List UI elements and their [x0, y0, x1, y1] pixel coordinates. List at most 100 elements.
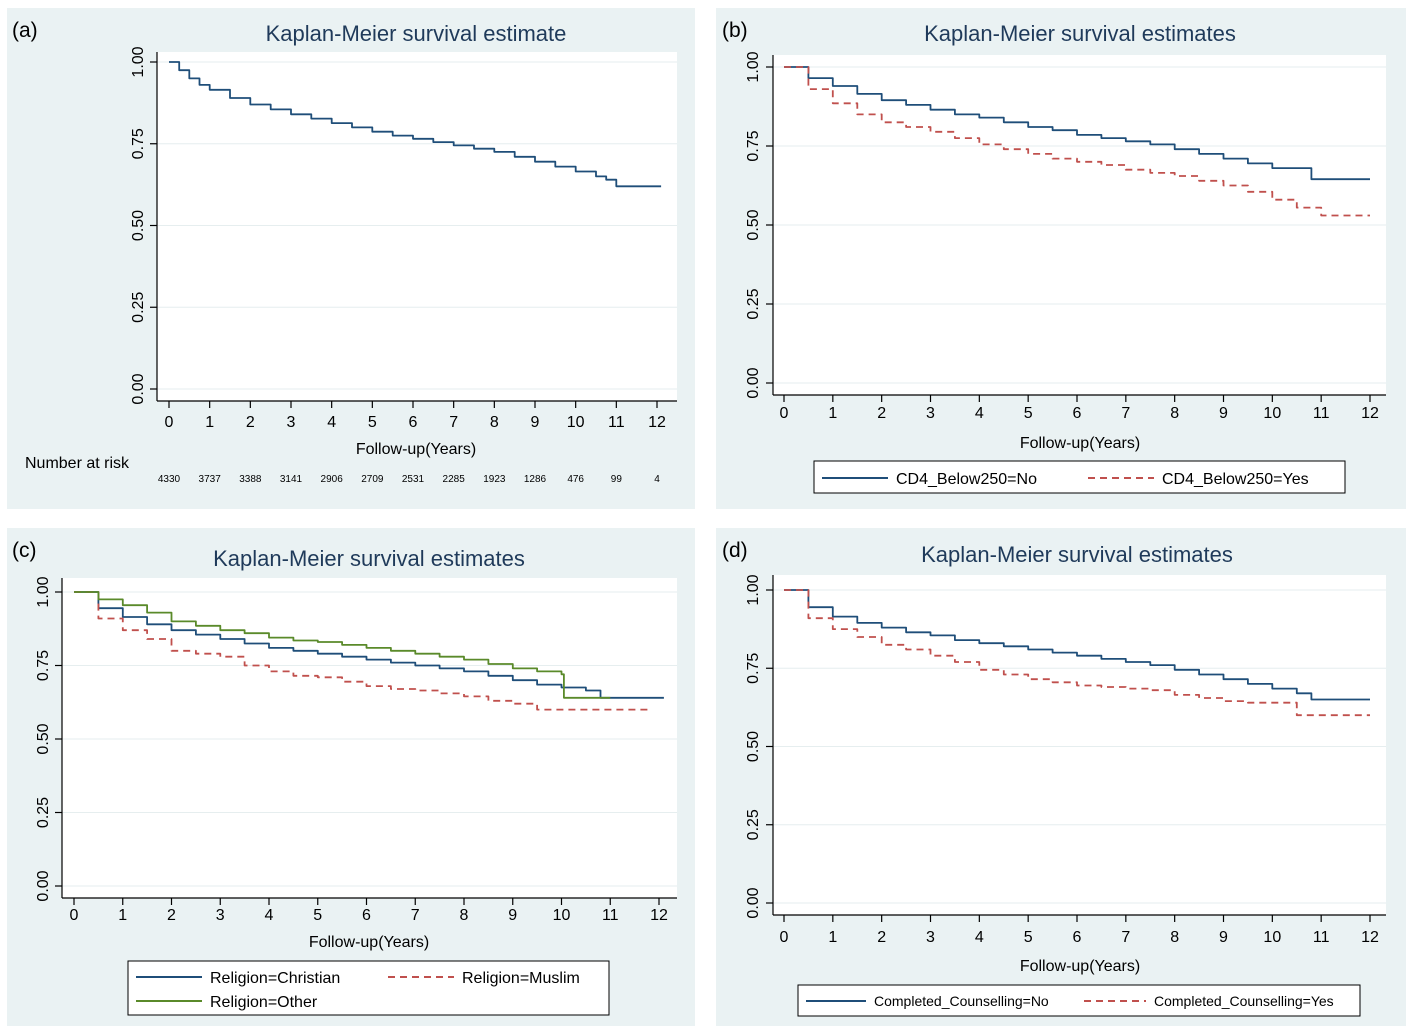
y-tick-label: 0.25: [35, 797, 52, 828]
y-ticks: 0.00 0.25 0.50 0.75 1.00: [130, 46, 158, 405]
risk-table-value: 2285: [443, 474, 466, 485]
risk-table-value: 2531: [402, 474, 425, 485]
y-tick-label: 0.50: [745, 209, 762, 240]
panel-d: (d) Kaplan-Meier survival estimates 0.00…: [716, 528, 1406, 1026]
legend-label-no: Completed_Counselling=No: [874, 993, 1049, 1009]
x-ticks: 0 1 2 3 4 5 6 7 8 9 10 11 12: [773, 394, 1386, 422]
x-tick-label: 12: [650, 907, 668, 924]
x-tick-label: 11: [602, 907, 619, 924]
x-tick-label: 8: [490, 414, 499, 431]
x-tick-label: 6: [409, 414, 418, 431]
risk-table-value: 1286: [524, 474, 547, 485]
risk-table-value: 4330: [158, 474, 181, 485]
risk-table-values: 4330 3737 3388 3141 2906 2709 2531 2285 1923 1286…: [158, 474, 660, 485]
chart-title: Kaplan-Meier survival estimates: [921, 542, 1233, 567]
legend: Religion=Christian Religion=Muslim Relig…: [127, 960, 610, 1016]
x-tick-label: 3: [926, 405, 935, 422]
legend-label-muslim: Religion=Muslim: [462, 970, 580, 987]
y-tick-label: 1.00: [35, 576, 52, 607]
legend: Completed_Counselling=No Completed_Couns…: [797, 984, 1361, 1017]
x-tick-label: 10: [567, 414, 585, 431]
x-tick-label: 6: [1073, 929, 1082, 946]
x-tick-label: 0: [70, 907, 79, 924]
risk-table-value: 4: [654, 474, 660, 485]
x-tick-label: 9: [1219, 405, 1228, 422]
x-tick-label: 8: [1170, 405, 1179, 422]
x-tick-label: 5: [313, 907, 322, 924]
x-tick-label: 3: [287, 414, 296, 431]
x-tick-label: 0: [165, 414, 174, 431]
risk-table-title: Number at risk: [25, 455, 130, 472]
x-ticks: 0 1 2 3 4 5 6 7 8 9 10 11 12: [773, 914, 1386, 946]
y-tick-label: 1.00: [745, 51, 762, 82]
chart-title: Kaplan-Meier survival estimates: [924, 21, 1236, 46]
x-tick-label: 1: [828, 929, 837, 946]
x-ticks: 0 1 2 3 4 5 6 7 8 9 10 11 12: [62, 897, 677, 924]
chart-title: Kaplan-Meier survival estimate: [266, 21, 567, 46]
x-tick-label: 11: [608, 414, 625, 431]
panel-letter: (c): [12, 539, 37, 562]
x-ticks: 0 1 2 3 4 5 6 7 8 9 10 11 12: [157, 400, 677, 431]
survival-curve-0: [169, 61, 662, 188]
y-tick-label: 1.00: [745, 574, 762, 605]
x-tick-label: 10: [553, 907, 571, 924]
y-tick-label: 0.75: [745, 653, 762, 684]
risk-table-value: 1923: [483, 474, 506, 485]
x-tick-label: 1: [205, 414, 214, 431]
legend-label-yes: CD4_Below250=Yes: [1162, 471, 1309, 488]
x-tick-label: 12: [1361, 405, 1379, 422]
x-tick-label: 4: [327, 414, 336, 431]
x-tick-label: 5: [1024, 929, 1033, 946]
x-tick-label: 2: [167, 907, 176, 924]
survival-curve-2: [74, 591, 611, 699]
legend-label-yes: Completed_Counselling=Yes: [1154, 993, 1334, 1009]
x-tick-label: 5: [1024, 405, 1033, 422]
x-tick-label: 0: [780, 405, 789, 422]
survival-curve-0: [784, 66, 1370, 181]
x-tick-label: 0: [780, 929, 789, 946]
x-tick-label: 7: [449, 414, 458, 431]
survival-curves: [784, 589, 1370, 717]
x-tick-label: 1: [118, 907, 127, 924]
y-tick-label: 0.75: [745, 130, 762, 161]
legend-label-no: CD4_Below250=No: [896, 471, 1037, 488]
y-tick-label: 0.50: [35, 723, 52, 754]
x-tick-label: 11: [1313, 929, 1330, 946]
x-tick-label: 1: [828, 405, 837, 422]
survival-curve-1: [784, 589, 1370, 717]
risk-table-value: 2906: [321, 474, 344, 485]
risk-table-value: 3141: [280, 474, 303, 485]
x-tick-label: 5: [368, 414, 377, 431]
x-tick-label: 8: [460, 907, 469, 924]
gridlines: [157, 61, 677, 390]
x-tick-label: 7: [411, 907, 420, 924]
panel-letter: (a): [12, 19, 38, 42]
x-tick-label: 3: [216, 907, 225, 924]
survival-curve-0: [784, 589, 1370, 701]
y-tick-label: 0.00: [130, 373, 147, 404]
panel-letter: (b): [722, 19, 748, 42]
gridlines: [773, 66, 1386, 384]
panel-letter: (d): [722, 539, 748, 562]
risk-table-value: 3388: [239, 474, 262, 485]
x-axis-label: Follow-up(Years): [309, 934, 429, 951]
survival-curves: [74, 591, 664, 711]
plot-area: [157, 52, 677, 401]
legend-label-christian: Religion=Christian: [210, 970, 340, 987]
x-tick-label: 12: [648, 414, 666, 431]
x-tick-label: 6: [1073, 405, 1082, 422]
risk-table-value: 99: [611, 474, 623, 485]
y-tick-label: 1.00: [130, 46, 147, 77]
legend-label-other: Religion=Other: [210, 994, 318, 1011]
plot-area: [773, 575, 1386, 915]
gridlines: [62, 591, 677, 887]
y-tick-label: 0.00: [745, 887, 762, 918]
x-tick-label: 10: [1263, 405, 1281, 422]
x-tick-label: 11: [1313, 405, 1330, 422]
x-tick-label: 12: [1361, 929, 1379, 946]
chart-title: Kaplan-Meier survival estimates: [213, 546, 525, 571]
gridlines: [773, 589, 1386, 904]
x-tick-label: 9: [1219, 929, 1228, 946]
y-ticks: 0.00 0.25 0.50 0.75 1.00: [35, 576, 63, 902]
survival-curves: [169, 61, 662, 188]
